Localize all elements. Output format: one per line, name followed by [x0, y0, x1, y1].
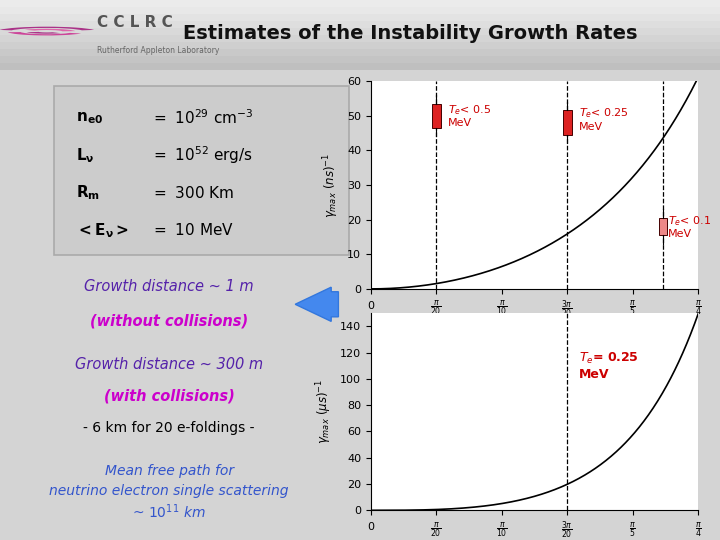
Text: Estimates of the Instability Growth Rates: Estimates of the Instability Growth Rate…	[183, 24, 638, 43]
Text: Mean free path for
neutrino electron single scattering: Mean free path for neutrino electron sin…	[50, 464, 289, 498]
Text: C C L R C: C C L R C	[97, 15, 173, 30]
Wedge shape	[0, 26, 94, 30]
Text: $=\ 300\ \mathrm{Km}$: $=\ 300\ \mathrm{Km}$	[151, 185, 235, 201]
Text: (with collisions): (with collisions)	[104, 389, 235, 404]
FancyBboxPatch shape	[54, 86, 349, 255]
Text: - 6 km for 20 e-foldings -: - 6 km for 20 e-foldings -	[84, 421, 255, 435]
Bar	[432, 104, 441, 128]
Bar	[0, 21, 720, 28]
Bar	[0, 35, 720, 42]
Bar	[0, 7, 720, 14]
Text: $=\ 10\ \mathrm{MeV}$: $=\ 10\ \mathrm{MeV}$	[151, 222, 234, 238]
FancyArrow shape	[295, 287, 338, 321]
Y-axis label: $\gamma_{max}\ (\mu s)^{-1}$: $\gamma_{max}\ (\mu s)^{-1}$	[315, 379, 334, 444]
Text: Growth distance ~ 300 m: Growth distance ~ 300 m	[75, 357, 264, 372]
Bar	[0, 63, 720, 70]
Bar	[0, 28, 720, 35]
Wedge shape	[24, 29, 75, 31]
Bar	[0, 0, 720, 7]
Text: $\mathbf{R_m}$: $\mathbf{R_m}$	[76, 184, 99, 202]
Y-axis label: $\gamma_{max}\ (ns)^{-1}$: $\gamma_{max}\ (ns)^{-1}$	[322, 152, 341, 218]
Text: $T_e$< 0.25
MeV: $T_e$< 0.25 MeV	[579, 106, 629, 132]
Text: $T_e$= 0.25
MeV: $T_e$= 0.25 MeV	[579, 350, 639, 381]
Text: $\mathbf{<E_\nu>}$: $\mathbf{<E_\nu>}$	[76, 221, 129, 240]
Text: ~ $10^{11}$ km: ~ $10^{11}$ km	[132, 503, 206, 521]
Text: $\mathbf{n_{e0}}$: $\mathbf{n_{e0}}$	[76, 110, 103, 126]
Bar	[0, 49, 720, 56]
Text: $T_e$< 0.1
MeV: $T_e$< 0.1 MeV	[667, 214, 711, 239]
Bar	[659, 218, 667, 235]
Bar	[0, 14, 720, 21]
Bar	[563, 111, 572, 134]
Text: Growth distance ~ 1 m: Growth distance ~ 1 m	[84, 279, 254, 294]
Wedge shape	[27, 32, 60, 33]
Text: $=\ 10^{52}\ \mathrm{erg/s}$: $=\ 10^{52}\ \mathrm{erg/s}$	[151, 145, 253, 166]
Text: $\mathbf{L_\nu}$: $\mathbf{L_\nu}$	[76, 146, 94, 165]
X-axis label: $\theta_p$: $\theta_p$	[526, 326, 543, 345]
Bar	[0, 56, 720, 63]
Wedge shape	[8, 32, 81, 36]
Text: (without collisions): (without collisions)	[90, 314, 248, 329]
Text: Rutherford Appleton Laboratory: Rutherford Appleton Laboratory	[97, 46, 220, 55]
Bar	[0, 42, 720, 49]
Text: $T_e$< 0.5
MeV: $T_e$< 0.5 MeV	[448, 103, 491, 129]
Text: $=\ 10^{29}\ \mathrm{cm}^{-3}$: $=\ 10^{29}\ \mathrm{cm}^{-3}$	[151, 109, 253, 127]
